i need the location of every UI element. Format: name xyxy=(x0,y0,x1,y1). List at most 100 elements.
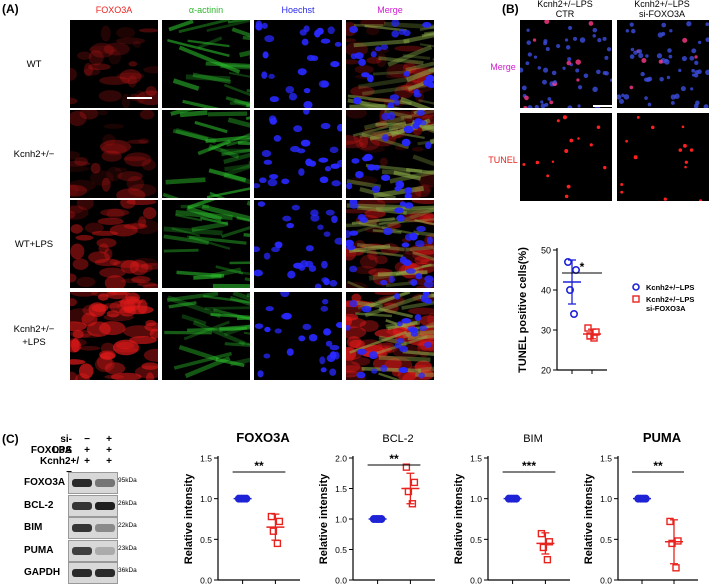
cell-signal xyxy=(98,321,126,336)
cell-signal xyxy=(349,339,365,349)
nucleus xyxy=(254,269,263,277)
western-blot: si-FOXO3A−+LPS++Kcnh2+/−++FOXO3A95kDaBCL… xyxy=(20,432,180,585)
cell-signal xyxy=(129,260,149,276)
fiber xyxy=(200,216,229,226)
cell-signal xyxy=(103,42,130,56)
cell-signal xyxy=(103,123,125,129)
cell-signal xyxy=(88,251,110,264)
cell-signal xyxy=(70,110,87,127)
y-tick-label: 0.0 xyxy=(600,576,612,585)
molecular-weight: 23kDa xyxy=(118,544,137,552)
micrograph-tile xyxy=(70,292,158,380)
nucleus xyxy=(418,372,425,379)
fiber xyxy=(187,200,216,210)
nucleus xyxy=(602,70,607,76)
fiber xyxy=(215,265,244,275)
cell-signal xyxy=(139,110,155,120)
micrograph-tile xyxy=(254,200,342,288)
cell-signal xyxy=(411,147,424,152)
fiber xyxy=(347,94,412,106)
nucleus xyxy=(388,275,396,283)
nucleus xyxy=(682,37,688,43)
nucleus xyxy=(670,101,675,105)
legend-label: Kcnh2+/−LPS xyxy=(646,283,694,292)
row-header: Kcnh2+/− xyxy=(13,148,55,160)
fiber xyxy=(246,200,250,206)
significance-mark: ** xyxy=(653,459,663,473)
micrograph xyxy=(70,25,158,108)
fiber xyxy=(405,61,434,72)
scale-bar-b xyxy=(593,105,614,107)
fiber xyxy=(406,168,434,175)
cell-signal xyxy=(110,372,142,380)
cell-signal xyxy=(70,338,87,348)
cell-signal xyxy=(127,139,149,144)
micrograph-tile xyxy=(254,292,342,380)
legend-label: Kcnh2+/−LPS xyxy=(646,295,694,304)
nucleus xyxy=(424,275,434,283)
nucleus xyxy=(422,21,432,28)
nucleus xyxy=(410,279,418,286)
nucleus xyxy=(647,76,653,82)
cell-signal xyxy=(403,60,421,71)
fiber xyxy=(356,242,405,252)
fiber xyxy=(194,120,228,134)
fiber xyxy=(356,300,383,309)
nucleus xyxy=(617,94,622,100)
condition-label: si-FOXO3A xyxy=(30,434,72,456)
fiber xyxy=(349,104,386,108)
micrograph xyxy=(167,20,250,108)
nucleus xyxy=(403,70,410,77)
nucleus xyxy=(268,173,279,180)
nucleus xyxy=(695,100,700,106)
cell-signal xyxy=(99,76,130,86)
cell-signal xyxy=(99,267,126,278)
micrograph xyxy=(164,292,250,379)
cell-signal xyxy=(97,293,109,301)
nucleus xyxy=(389,94,400,101)
band xyxy=(95,546,115,555)
fiber xyxy=(172,78,200,91)
cell-signal xyxy=(346,135,360,145)
micrograph-tile xyxy=(617,20,709,108)
fiber xyxy=(402,54,431,60)
micrograph xyxy=(346,110,434,198)
significance-mark: *** xyxy=(522,459,536,473)
condition-value: − xyxy=(84,434,90,445)
nucleus xyxy=(573,36,578,41)
fiber xyxy=(186,235,231,250)
nucleus xyxy=(299,29,307,36)
nucleus xyxy=(697,40,702,45)
cell-signal xyxy=(87,63,111,71)
nucleus xyxy=(414,314,422,322)
nucleus xyxy=(325,340,333,347)
nucleus xyxy=(583,73,589,79)
fiber xyxy=(221,148,250,157)
fiber xyxy=(412,250,434,261)
protein-label: GAPDH xyxy=(24,567,61,578)
fiber xyxy=(346,280,366,288)
fiber xyxy=(223,164,250,178)
nucleus xyxy=(310,209,319,217)
micrograph xyxy=(162,110,250,198)
molecular-weight: 22kDa xyxy=(118,522,137,529)
cell-signal xyxy=(126,200,157,206)
cell-signal xyxy=(145,85,157,97)
cell-signal xyxy=(141,362,158,370)
fiber xyxy=(378,56,424,65)
cell-signal xyxy=(116,27,136,39)
cell-signal xyxy=(128,61,138,67)
nucleus xyxy=(331,215,338,224)
molecular-weight: 95kDa xyxy=(118,477,137,484)
fiber xyxy=(206,20,250,32)
fiber xyxy=(419,43,434,48)
y-tick-label: 40 xyxy=(541,286,551,296)
fiber xyxy=(233,98,250,108)
column-header: Kcnh2+/−LPS CTR xyxy=(537,0,593,19)
nucleus xyxy=(336,123,342,132)
y-axis-label: TUNEL positive cells(%) xyxy=(517,247,529,373)
fiber xyxy=(348,244,391,254)
fiber xyxy=(206,187,250,198)
cell-signal xyxy=(346,361,361,372)
micrograph-tile xyxy=(162,292,250,380)
